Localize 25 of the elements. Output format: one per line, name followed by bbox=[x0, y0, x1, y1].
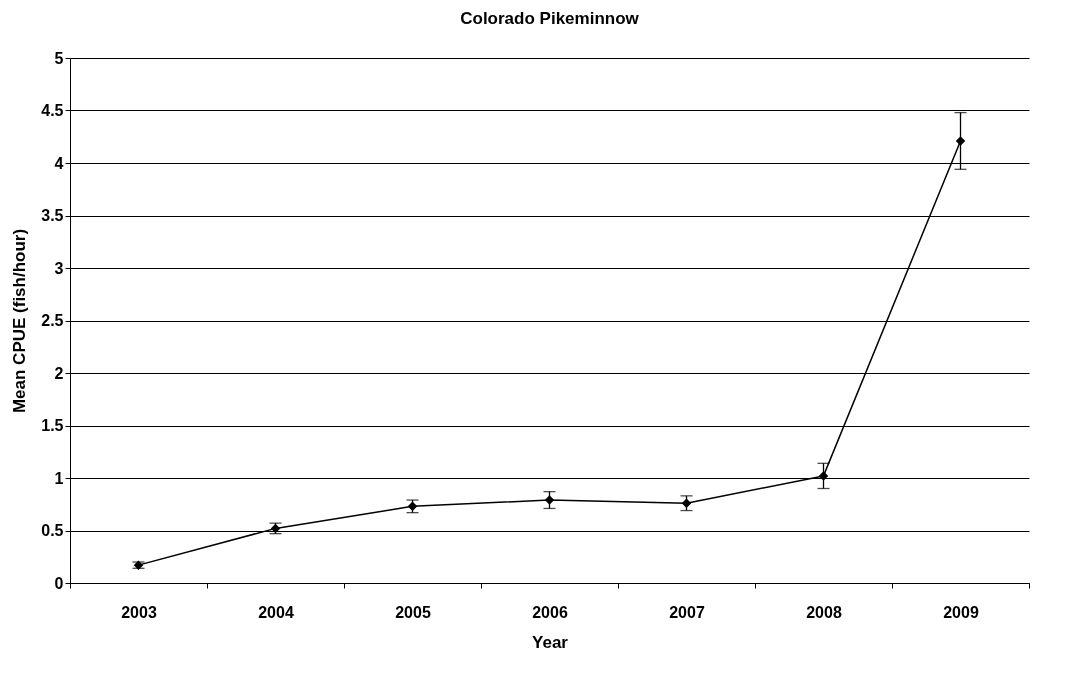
y-axis-title: Mean CPUE (fish/hour) bbox=[10, 228, 30, 414]
x-tick-label: 2007 bbox=[669, 603, 705, 621]
x-tick-label: 2008 bbox=[806, 603, 842, 621]
y-tick-label: 0 bbox=[54, 574, 64, 592]
y-tick-label: 3.5 bbox=[41, 207, 64, 224]
point bbox=[681, 498, 692, 508]
y-tick-label: 1 bbox=[54, 469, 64, 487]
point bbox=[544, 495, 555, 505]
x-tick-label: 2003 bbox=[121, 603, 157, 621]
y-tick-label: 2 bbox=[54, 364, 64, 382]
y-tick-label: 2.5 bbox=[41, 312, 64, 329]
chart-title: Colorado Pikeminnow bbox=[460, 9, 640, 28]
y-tick-label: 0.5 bbox=[41, 522, 64, 539]
point bbox=[818, 471, 829, 481]
y-tick-label: 5 bbox=[54, 49, 64, 67]
point bbox=[955, 136, 966, 146]
x-tick-label: 2005 bbox=[395, 603, 431, 621]
y-tick-label: 1.5 bbox=[41, 417, 64, 434]
x-axis-title: Year bbox=[532, 632, 569, 652]
x-tick-label: 2009 bbox=[943, 603, 979, 621]
y-tick-label: 4.5 bbox=[41, 102, 64, 119]
y-tick-label: 4 bbox=[54, 154, 64, 172]
x-tick-label: 2004 bbox=[258, 603, 294, 621]
y-tick-label: 3 bbox=[54, 259, 64, 277]
x-tick-label: 2006 bbox=[532, 603, 568, 621]
